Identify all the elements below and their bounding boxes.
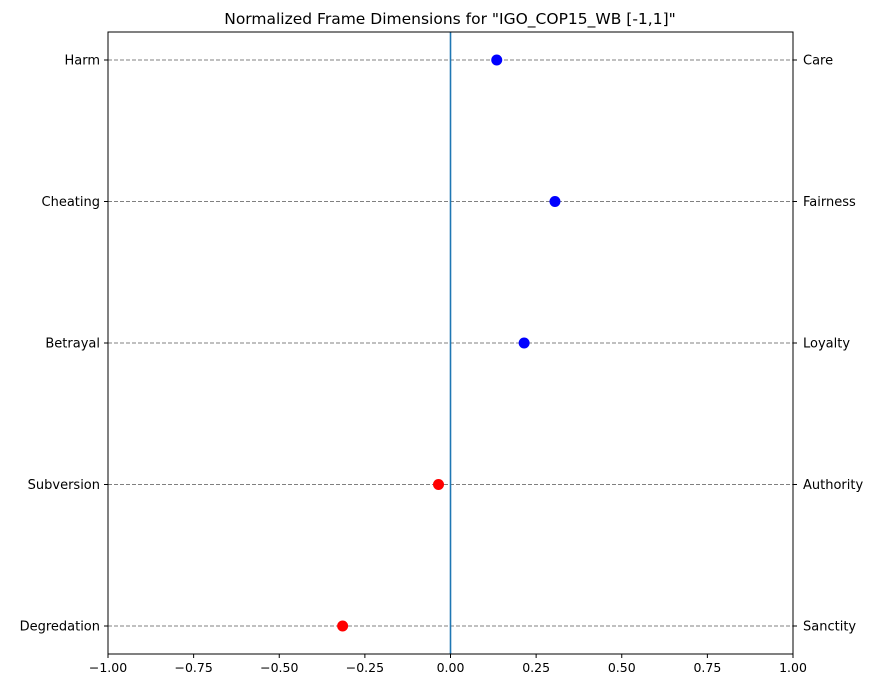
data-point [491,54,503,66]
right-tick-label: Loyalty [803,337,850,352]
left-tick-label: Degredation [20,620,100,635]
x-axis: −1.00 −0.75 −0.50 −0.25 0.00 0.25 0.50 0.75 1.00 [89,654,807,675]
left-tick-label: Betrayal [45,337,100,352]
chart-title: Normalized Frame Dimensions for "IGO_COP… [224,10,676,29]
x-tick-label: 0.50 [608,660,636,675]
x-tick-label: −0.25 [346,660,384,675]
left-axis-labels: Harm Cheating Betrayal Subversion Degredatio… [20,54,108,635]
left-tick-label: Subversion [28,478,100,493]
x-tick-label: −1.00 [89,660,127,675]
right-tick-label: Care [803,54,833,69]
right-axis-labels: Care Fairness Loyalty Authority Sanctity [793,54,863,635]
right-tick-label: Sanctity [803,620,856,635]
x-tick-label: 0.25 [522,660,550,675]
data-point [433,479,445,490]
x-tick-label: 1.00 [779,660,807,675]
left-tick-label: Harm [64,54,100,69]
x-tick-label: 0.00 [437,660,465,675]
right-tick-label: Authority [803,478,863,493]
data-point [337,620,349,632]
data-point [518,337,530,349]
right-tick-label: Fairness [803,195,856,210]
x-tick-label: 0.75 [693,660,721,675]
x-tick-label: −0.75 [174,660,212,675]
left-tick-label: Cheating [42,195,100,210]
x-tick-label: −0.50 [260,660,298,675]
data-point [549,196,561,207]
data-points [337,54,561,632]
